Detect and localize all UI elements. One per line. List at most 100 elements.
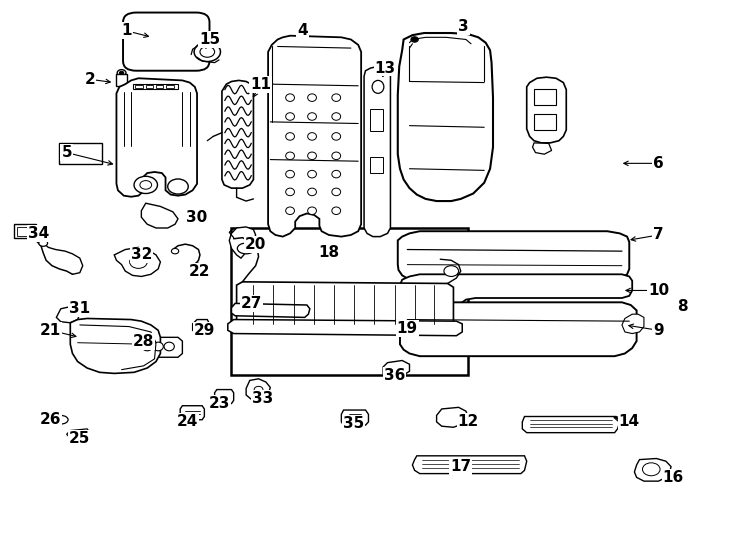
- Bar: [156, 85, 164, 88]
- Polygon shape: [413, 456, 527, 474]
- Text: 31: 31: [69, 301, 90, 316]
- Text: 11: 11: [250, 77, 272, 92]
- Ellipse shape: [140, 180, 152, 189]
- Text: 13: 13: [375, 60, 396, 76]
- Text: 29: 29: [194, 323, 215, 338]
- Ellipse shape: [286, 152, 294, 160]
- Text: 9: 9: [653, 323, 664, 338]
- Polygon shape: [228, 320, 462, 336]
- Text: 23: 23: [208, 396, 230, 411]
- Ellipse shape: [642, 463, 660, 476]
- Polygon shape: [246, 379, 270, 399]
- Bar: [117, 74, 127, 86]
- Ellipse shape: [308, 188, 316, 195]
- Text: 36: 36: [384, 368, 405, 382]
- Ellipse shape: [134, 176, 158, 193]
- Ellipse shape: [332, 188, 341, 195]
- Bar: [167, 85, 173, 88]
- Ellipse shape: [120, 71, 124, 75]
- Bar: [370, 157, 383, 173]
- Text: 8: 8: [677, 299, 687, 314]
- Text: 14: 14: [619, 414, 640, 429]
- Ellipse shape: [130, 255, 148, 268]
- Text: 18: 18: [319, 245, 339, 260]
- Bar: [146, 85, 153, 88]
- Polygon shape: [214, 389, 233, 403]
- Text: 20: 20: [245, 237, 266, 252]
- Ellipse shape: [193, 263, 200, 268]
- Text: 24: 24: [177, 414, 198, 429]
- Ellipse shape: [332, 94, 341, 102]
- Text: 10: 10: [648, 283, 669, 298]
- Ellipse shape: [164, 342, 174, 351]
- Bar: [14, 224, 36, 238]
- Text: 25: 25: [69, 430, 90, 445]
- Text: 3: 3: [459, 19, 469, 34]
- Ellipse shape: [308, 170, 316, 178]
- Polygon shape: [634, 458, 671, 481]
- Polygon shape: [131, 338, 182, 357]
- Polygon shape: [70, 319, 161, 374]
- Ellipse shape: [308, 113, 316, 120]
- Ellipse shape: [332, 133, 341, 140]
- Text: 19: 19: [397, 321, 418, 336]
- Polygon shape: [268, 36, 361, 237]
- Text: 17: 17: [450, 459, 471, 474]
- Ellipse shape: [286, 113, 294, 120]
- Ellipse shape: [168, 179, 188, 194]
- Text: 5: 5: [62, 145, 72, 160]
- Polygon shape: [400, 274, 632, 316]
- Text: 33: 33: [252, 390, 274, 406]
- Polygon shape: [229, 227, 255, 258]
- Ellipse shape: [54, 415, 68, 424]
- Ellipse shape: [200, 46, 214, 57]
- Text: 22: 22: [189, 264, 211, 279]
- Polygon shape: [400, 302, 636, 356]
- Polygon shape: [622, 314, 644, 334]
- Ellipse shape: [237, 243, 255, 254]
- Ellipse shape: [286, 188, 294, 195]
- Polygon shape: [398, 231, 629, 281]
- Ellipse shape: [39, 240, 48, 246]
- Polygon shape: [398, 33, 493, 201]
- Text: 12: 12: [457, 414, 479, 429]
- Polygon shape: [231, 303, 310, 318]
- Polygon shape: [117, 78, 197, 197]
- Text: 26: 26: [40, 412, 61, 427]
- Text: 6: 6: [653, 156, 664, 171]
- Ellipse shape: [254, 386, 263, 393]
- Polygon shape: [180, 406, 204, 420]
- Ellipse shape: [194, 42, 220, 62]
- Bar: [534, 89, 556, 105]
- Ellipse shape: [142, 342, 153, 351]
- Ellipse shape: [332, 170, 341, 178]
- Ellipse shape: [172, 248, 178, 254]
- Polygon shape: [192, 320, 209, 334]
- Text: 4: 4: [297, 23, 308, 38]
- Text: 27: 27: [241, 296, 262, 311]
- Text: 15: 15: [199, 32, 220, 47]
- Ellipse shape: [372, 80, 384, 93]
- Text: 2: 2: [84, 72, 95, 87]
- Polygon shape: [533, 143, 552, 154]
- Text: 16: 16: [663, 470, 684, 485]
- Text: 35: 35: [344, 416, 365, 431]
- Bar: [136, 85, 143, 88]
- Ellipse shape: [411, 37, 418, 42]
- FancyBboxPatch shape: [123, 12, 209, 71]
- Ellipse shape: [332, 207, 341, 214]
- Text: 30: 30: [186, 210, 208, 225]
- Ellipse shape: [308, 94, 316, 102]
- Ellipse shape: [332, 113, 341, 120]
- Text: 28: 28: [133, 334, 154, 349]
- Bar: [370, 110, 383, 131]
- Ellipse shape: [286, 207, 294, 214]
- Ellipse shape: [153, 342, 164, 351]
- Ellipse shape: [308, 152, 316, 160]
- Ellipse shape: [308, 133, 316, 140]
- Bar: [534, 114, 556, 130]
- Polygon shape: [115, 247, 161, 276]
- Polygon shape: [527, 77, 566, 143]
- Bar: [17, 227, 33, 235]
- Polygon shape: [67, 429, 90, 438]
